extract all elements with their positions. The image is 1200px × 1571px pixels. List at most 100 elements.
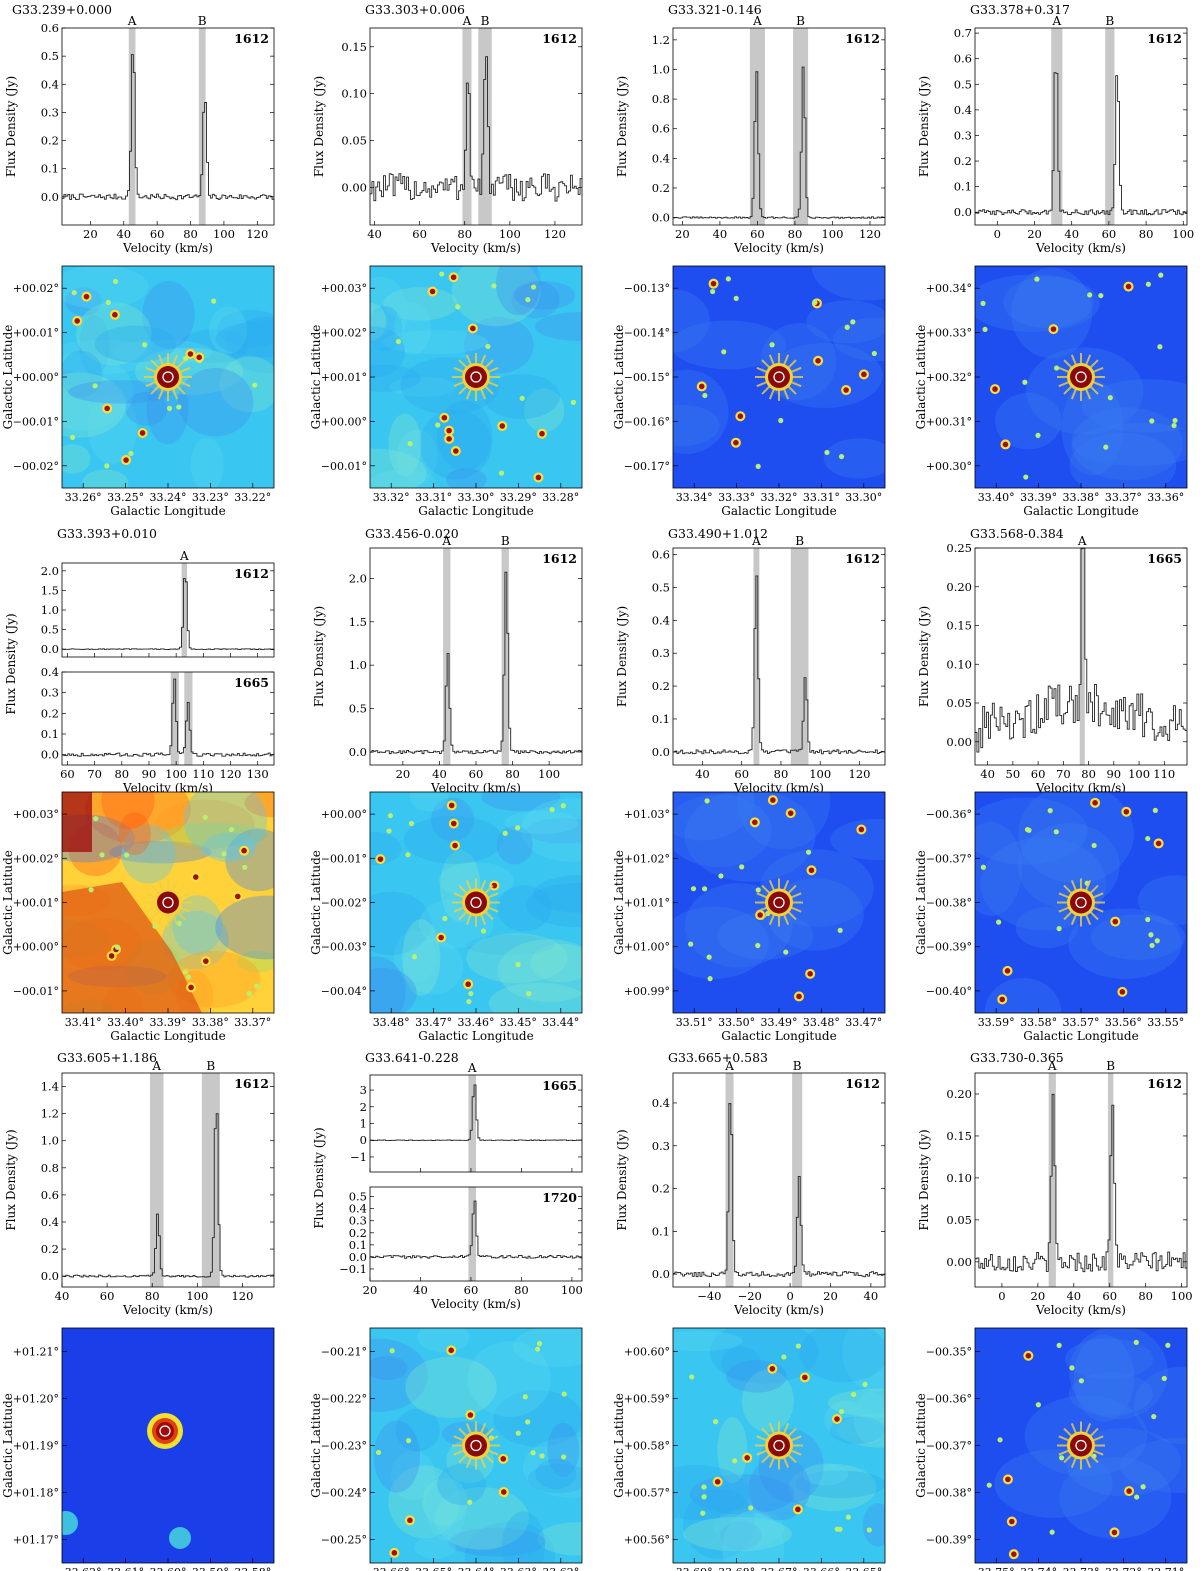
source-name: G33.730-0.365 [970,1050,1064,1065]
source-name: G33.568-0.384 [970,526,1064,541]
emission-blob [493,1390,582,1447]
map-ytick-label: +00.02° [13,282,59,295]
xtick-label: 100 [165,767,187,781]
emission-blob [388,413,422,477]
point-source [980,300,986,307]
panel-frame [369,1186,583,1282]
point-source [851,1391,857,1398]
ytick-label: 0.00 [341,180,367,194]
map-y-axis-label: Galactic Latitude [612,850,626,955]
point-source [515,961,521,968]
panel-frame [369,547,583,766]
emission-blob [788,1463,877,1511]
point-source [1098,292,1104,299]
point-source [718,873,724,879]
map-xtick-label: 33.51° [676,1016,713,1029]
velocity-band [1048,1073,1056,1287]
point-source-core [843,387,849,393]
spectrum-line [62,1113,274,1278]
point-source [701,1494,707,1500]
point-source [88,887,94,893]
ytick-label: 0.0 [954,205,972,219]
point-source [467,1499,473,1505]
map-y-axis-label: Galactic Latitude [914,325,928,430]
ytick-label: 0.3 [652,1139,670,1153]
map-ytick-label: +00.60° [624,1346,670,1359]
map-x-axis-label: Galactic Longitude [1023,504,1138,518]
map-xtick-label: 33.55° [1147,1016,1184,1029]
source-core [768,366,790,388]
emission-blob [799,1328,885,1383]
point-source [1078,1378,1084,1384]
velocity-band [201,1073,220,1287]
emission-blob [466,933,568,984]
point-source [824,449,830,456]
emission-blob [414,1536,456,1559]
emission-blob [737,792,831,850]
xtick-label: 20 [675,227,690,241]
map-xtick-label: 33.59° [978,1016,1015,1029]
map-xtick-label: 33.60° [150,1566,187,1571]
spectrum-line [673,575,885,755]
point-source [704,798,710,804]
point-source [112,278,119,285]
xtick-label: 0 [994,227,1001,241]
image-panel: +00.03° +00.02° +00.01° +00.00° −00.01° 33.41… [1,791,275,1043]
map-xtick-label: 33.29° [500,491,537,504]
point-source [1107,395,1113,401]
point-source [141,342,148,348]
point-source-core [769,1365,776,1372]
emission-blob [394,301,432,355]
map-body [370,1328,582,1563]
point-source [515,1430,521,1436]
emission-blob [76,302,152,366]
point-source [1140,1484,1146,1490]
band-label: A [1051,14,1061,28]
maser-marker [470,896,482,909]
spectrum-line [370,571,583,755]
frequency-label: 1612 [542,551,577,566]
emission-blob [673,1330,743,1352]
point-source [1047,808,1053,814]
emission-blob [673,404,720,447]
panel-frame [61,1072,275,1288]
point-source [755,887,761,893]
ytick-label: −0.1 [339,1262,367,1276]
map-xtick-label: 33.37° [1105,491,1142,504]
point-source-core [1125,283,1132,290]
emission-blob [830,818,885,861]
point-source [710,288,716,295]
maser-marker [1075,371,1087,383]
point-source [560,803,566,809]
y-axis-label: Flux Density (Jy) [312,606,326,707]
velocity-band [725,1073,734,1287]
map-ytick-label: −00.40° [926,985,972,998]
emission-ridge [62,882,202,1013]
emission-blob [215,320,274,358]
point-source [781,1354,787,1360]
point-source-core [802,1374,808,1381]
emission-blob [79,315,110,376]
point-source [519,395,525,401]
emission-blob [862,1503,885,1547]
frequency-label: 1612 [845,551,880,566]
point-source [491,283,497,289]
point-source [732,1458,738,1464]
ytick-label: 0.1 [954,180,972,194]
emission-blob [673,906,769,979]
ytick-label: 0.3 [349,1214,367,1228]
point-source [1158,272,1164,278]
band-label: B [206,1059,215,1073]
image-panel: +00.03° +00.02° +00.01° +00.00° −00.01° 33.32… [309,265,583,518]
map-ytick-label: −00.35° [926,1346,972,1359]
panel-frame [672,1072,886,1288]
map-x-axis-label: Galactic Longitude [418,1029,533,1043]
emission-blob [437,1463,486,1506]
point-source [1069,1365,1075,1371]
map-body [975,1328,1187,1563]
xtick-label: 80 [457,227,472,241]
map-xtick-label: 33.48° [803,1016,840,1029]
map-ytick-label: +01.02° [624,852,670,865]
emission-blob [403,939,464,995]
y-axis-label: Flux Density (Jy) [312,76,326,177]
